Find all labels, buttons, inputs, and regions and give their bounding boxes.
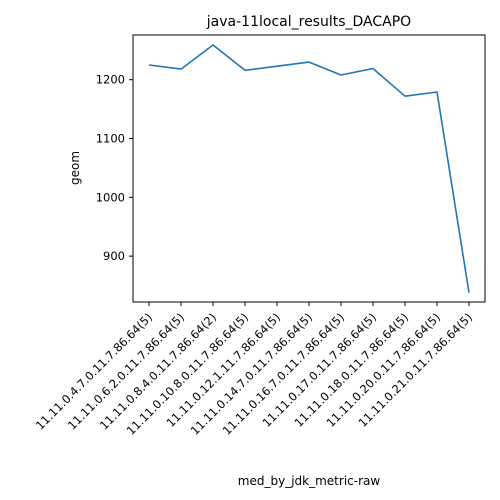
series-line xyxy=(148,44,470,293)
plot-area xyxy=(132,34,486,303)
y-axis-ticks: 900 1000 1100 1200 xyxy=(96,73,133,263)
x-axis-ticks: 11.11.0.4.7.0.11.7.86.64(5)11.11.0.6.2.0… xyxy=(33,302,475,438)
y-tick-label: 1000 xyxy=(96,190,125,204)
series-layer xyxy=(148,44,470,293)
y-axis-label: geom xyxy=(68,151,82,185)
plot-frame xyxy=(132,34,486,303)
x-axis-label: med_by_jdk_metric-raw xyxy=(238,474,381,488)
y-tick-label: 900 xyxy=(103,249,125,263)
chart-title: java-11local_results_DACAPO xyxy=(206,14,411,30)
y-tick-label: 1200 xyxy=(96,73,125,87)
y-tick-label: 1100 xyxy=(96,132,125,146)
